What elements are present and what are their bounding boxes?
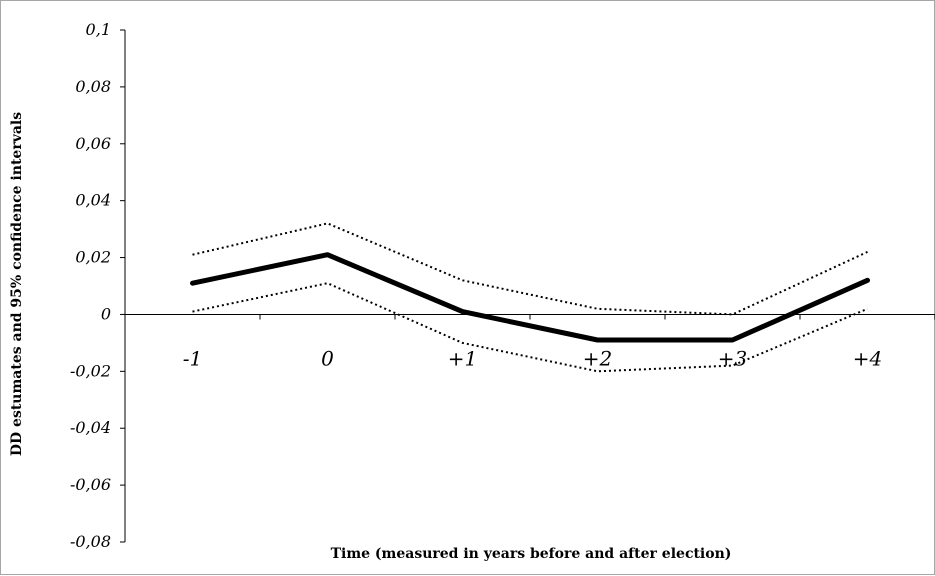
x-tick-label: +3 [718,346,747,370]
x-tick-label: -1 [183,346,202,370]
y-tick-label: 0,02 [75,248,111,267]
x-axis [124,313,935,320]
x-tick-label: +1 [448,346,477,370]
estimate-line [190,252,870,343]
x-axis-title: Time (measured in years before and after… [331,546,732,562]
y-tick-label: 0,1 [86,20,111,39]
y-axis-title: DD estumates and 95% confidence interval… [9,112,25,456]
y-tick-label: -0,08 [70,532,111,551]
y-tick-label: -0,04 [70,418,111,437]
y-tick-label: 0,08 [75,77,111,96]
x-tick-label: 0 [321,346,334,370]
y-axis [120,29,126,543]
upper_ci-line [192,222,868,316]
series-lines [190,222,870,373]
tick-labels: 0,1 0,08 0,06 0,04 0,02 0 -0,02 -0,04 -0,06 -0,08… [70,20,882,551]
x-tick-label: +2 [583,346,612,370]
y-tick-label: -0,06 [70,475,111,494]
x-tick-label: +4 [853,346,882,370]
y-tick-label: -0,02 [70,361,111,380]
y-tick-label: 0 [101,304,111,323]
y-tick-label: 0,04 [75,191,111,210]
y-tick-label: 0,06 [75,134,111,153]
